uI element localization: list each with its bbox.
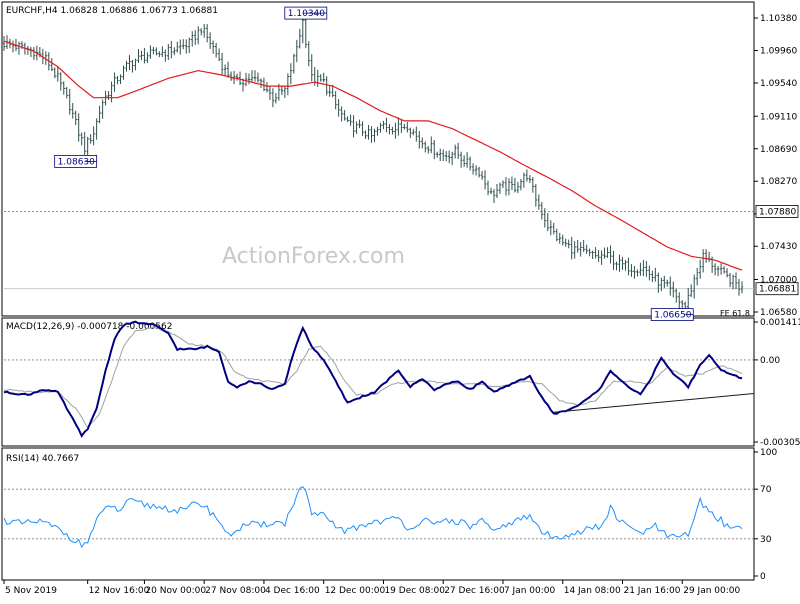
fe-corner-label: FE 61.8 xyxy=(720,309,750,318)
macd-series-macd xyxy=(3,320,743,438)
macd-panel-title: MACD(12,26,9) -0.000718 -0.000562 xyxy=(6,322,172,332)
moving-average-line xyxy=(3,40,743,271)
current-price-tag-text: 1.06881 xyxy=(759,285,796,295)
price-panel-title: EURCHF,H4 1.06828 1.06886 1.06773 1.0688… xyxy=(6,6,218,16)
time-tick-label: 19 Dec 08:00 xyxy=(384,586,445,596)
level-price-tag: 1.07880 xyxy=(755,205,799,218)
price-tick-label: 1.07430 xyxy=(760,242,797,252)
price-tick-label: 1.09540 xyxy=(760,79,797,89)
rsi-lines xyxy=(3,486,743,549)
price-annotation-label: 1.06650 xyxy=(654,311,691,321)
price-tick-label: 1.08690 xyxy=(760,145,797,155)
price-axis: 1.10380 1.09960 1.09540 1.09110 1.08690 1.082… xyxy=(754,14,799,318)
level-price-tag-box xyxy=(755,205,799,218)
price-tick-label: 1.07000 xyxy=(760,276,797,286)
time-tick-label: 12 Nov 16:00 xyxy=(89,586,150,596)
price-annotation-label: 1.08630 xyxy=(58,157,95,167)
macd-series-signal xyxy=(3,326,743,429)
time-tick-label: 7 Jan 00:00 xyxy=(504,586,556,596)
price-tick-label: 1.09110 xyxy=(760,112,797,122)
rsi-tick-label: 0 xyxy=(760,572,766,582)
time-tick-label: 14 Jan 08:00 xyxy=(564,586,621,596)
rsi-panel-title: RSI(14) 40.7667 xyxy=(6,454,79,464)
time-tick-label: 21 Jan 16:00 xyxy=(623,586,680,596)
macd-support-line xyxy=(553,393,755,413)
macd-lines xyxy=(3,320,755,438)
rsi-tick-label: 100 xyxy=(760,448,777,458)
price-grid xyxy=(4,211,754,290)
price-panel-frame xyxy=(1,1,755,317)
price-tick-label: 1.10380 xyxy=(760,14,797,24)
price-tick-label: 1.09960 xyxy=(760,46,797,56)
watermark: ActionForex.com xyxy=(222,244,405,269)
price-annotations: 1.10340 1.08630 1.06650 xyxy=(54,6,694,321)
macd-tick-label: -0.003055 xyxy=(760,438,800,448)
time-tick-label: 27 Nov 08:00 xyxy=(205,586,266,596)
time-tick-label: 12 Dec 00:00 xyxy=(325,586,386,596)
rsi-grid xyxy=(4,488,754,540)
current-price-tag-box xyxy=(755,282,799,296)
price-annotation: 1.06650 xyxy=(650,308,694,321)
ma-layer xyxy=(3,40,743,271)
price-tick-label: 1.08270 xyxy=(760,177,797,187)
rsi-tick-label: 30 xyxy=(760,535,772,545)
macd-tick-label: 0.001411 xyxy=(760,318,800,328)
time-tick-label: 29 Jan 00:00 xyxy=(683,586,740,596)
price-annotation: 1.10340 xyxy=(284,6,328,20)
macd-panel-frame xyxy=(1,317,755,447)
time-tick-label: 5 Nov 2019 xyxy=(5,586,57,596)
time-tick-label: 20 Nov 00:00 xyxy=(145,586,206,596)
macd-tick-label: 0.00 xyxy=(760,356,780,366)
rsi-tick-label: 70 xyxy=(760,485,772,495)
time-tick-label: 4 Dec 16:00 xyxy=(265,586,320,596)
rsi-axis: 100 70 30 0 xyxy=(754,448,777,582)
rsi-series-line xyxy=(3,486,743,549)
macd-axis: 0.001411 0.00 -0.003055 xyxy=(754,318,800,448)
time-tick-label: 27 Dec 16:00 xyxy=(444,586,505,596)
price-annotation: 1.08630 xyxy=(54,154,98,168)
rsi-panel-frame xyxy=(1,447,755,581)
current-price-tag: 1.06881 xyxy=(755,282,799,296)
level-price-tag-text: 1.07880 xyxy=(759,207,796,217)
price-tick-label: 1.06580 xyxy=(760,308,797,318)
price-annotation-label: 1.10340 xyxy=(288,9,325,19)
